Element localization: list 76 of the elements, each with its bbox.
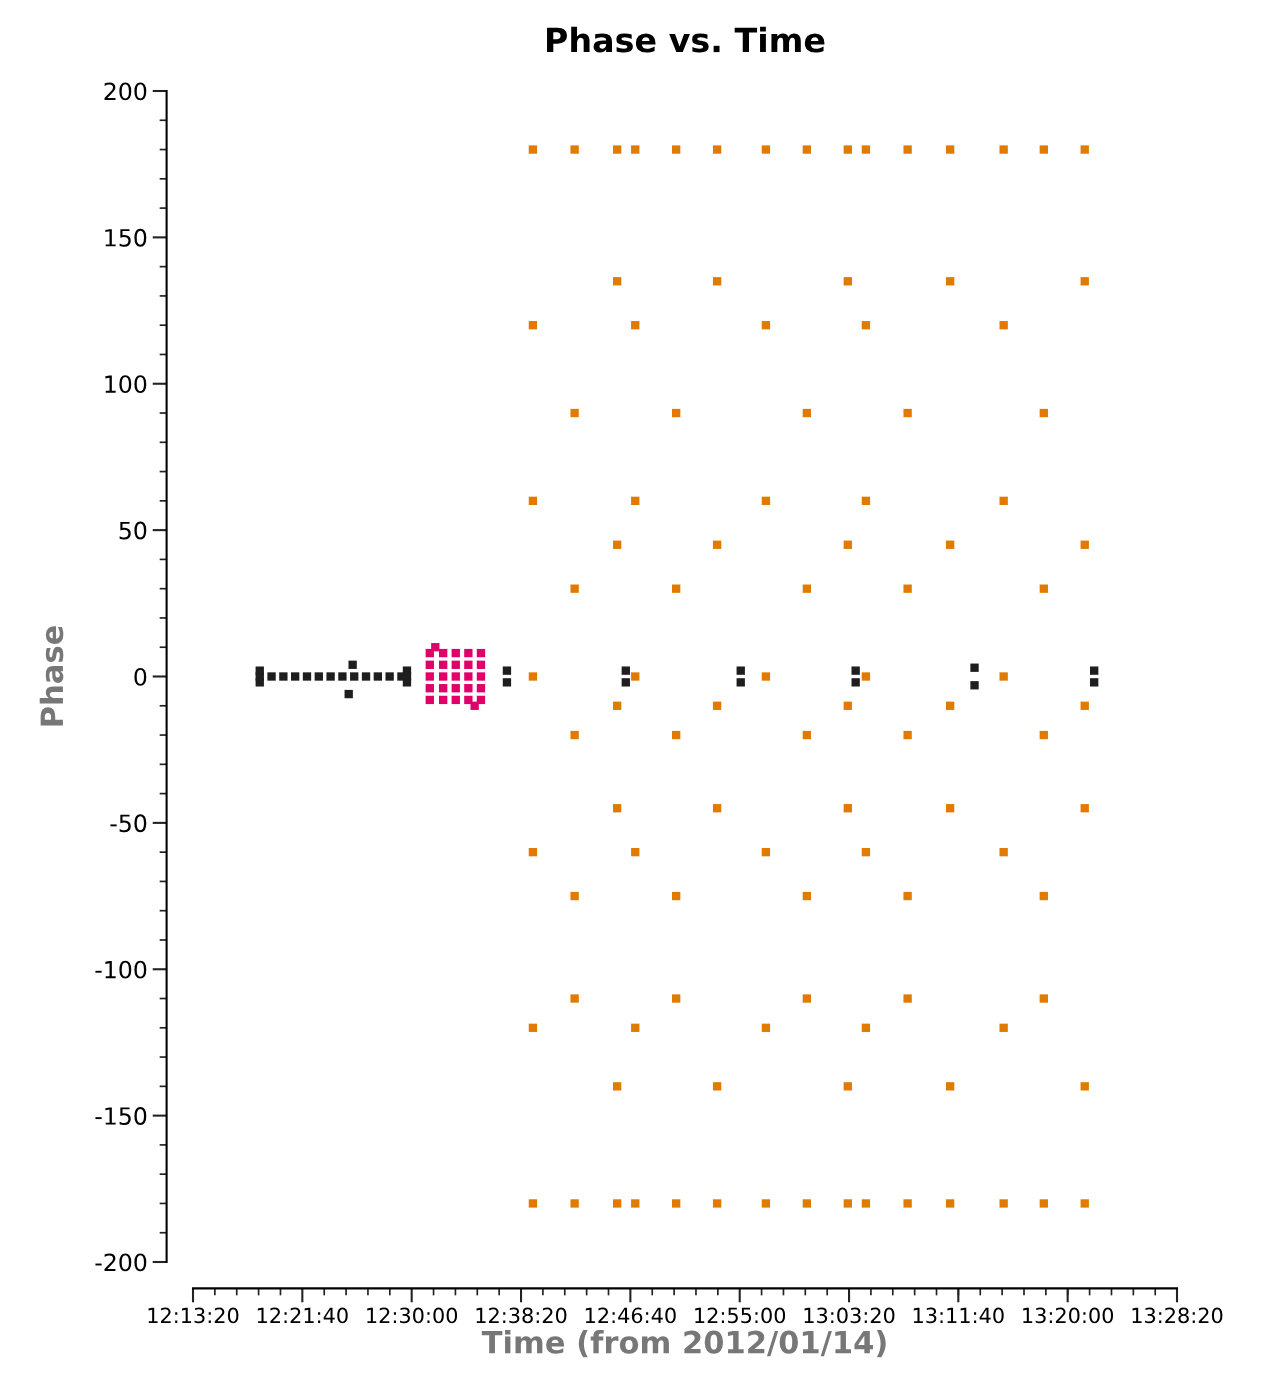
point [439,648,448,658]
point [470,701,479,710]
point [279,672,288,681]
point [621,666,630,675]
x-tick-label: 12:38:20 [476,1307,567,1324]
x-tick-label: 13:03:20 [804,1307,895,1324]
y-tick-label: -150 [95,1107,147,1125]
y-tick-label: 150 [105,228,147,247]
point [451,648,460,658]
point [451,695,460,705]
chart-title: Phase vs. Time [547,26,825,53]
point [502,666,512,675]
point [402,666,412,675]
point [502,678,512,687]
point [439,660,448,669]
y-tick-label: -200 [95,1253,147,1272]
point [736,666,745,675]
point [425,695,434,705]
point [451,672,460,681]
point [348,660,357,669]
point [476,672,486,681]
point [314,672,323,681]
point [425,672,434,681]
point [373,672,382,681]
point [402,678,412,687]
x-tick-label: 13:28:20 [1132,1307,1223,1324]
y-tick-label: 50 [119,521,147,540]
point [439,672,448,681]
y-tick-label: 100 [105,375,147,394]
point [970,663,979,672]
point [464,672,473,681]
point [970,681,979,690]
x-tick-label: 12:13:20 [148,1307,239,1324]
point [1090,666,1099,675]
point [464,684,473,693]
point [385,672,394,681]
x-tick-label: 12:55:00 [695,1307,786,1324]
point [425,684,434,693]
point [451,684,460,693]
point [464,660,473,669]
point [476,648,486,658]
point [255,666,264,675]
point [464,695,473,705]
point [736,678,745,687]
point [1090,678,1099,687]
point [344,689,353,699]
x-axis-title: Time (from 2012/01/14) [481,1330,886,1358]
x-tick-label: 12:30:00 [367,1307,458,1324]
x-tick-label: 12:46:40 [585,1307,676,1324]
point [267,672,276,681]
point [851,666,860,675]
point [439,684,448,693]
point [439,695,448,705]
y-tick-label: 0 [134,667,147,686]
point [451,660,460,669]
point [338,672,347,681]
x-tick-label: 13:20:00 [1023,1307,1114,1324]
point [476,660,486,669]
y-tick-label: -100 [95,960,147,979]
point [302,672,312,681]
point [425,660,434,669]
point [361,672,371,681]
x-tick-label: 12:21:40 [257,1307,348,1324]
point [621,678,630,687]
y-tick-label: -50 [110,814,147,833]
point [291,672,300,681]
point [851,678,860,687]
y-tick-label: 200 [104,82,147,101]
point [350,672,359,681]
y-axis-title: Phase [39,626,64,726]
point [431,643,440,652]
point [476,684,486,693]
point [255,678,264,687]
point [326,672,335,681]
point [464,648,473,658]
x-tick-label: 13:11:40 [913,1307,1004,1324]
